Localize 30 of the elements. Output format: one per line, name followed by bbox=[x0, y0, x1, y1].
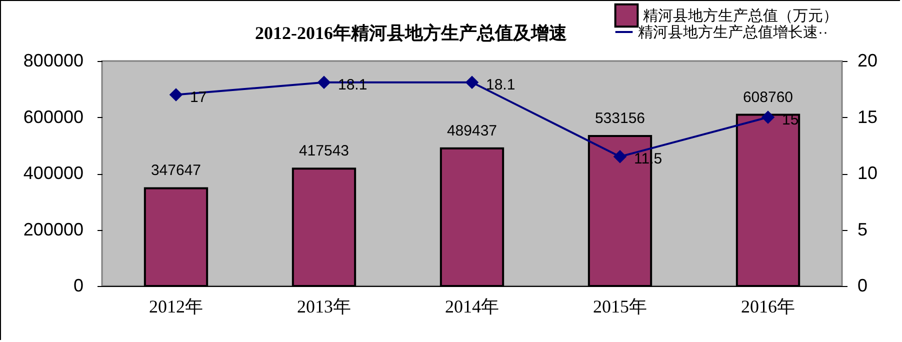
point bbox=[170, 88, 182, 101]
chart-title: 2012-2016年精河县地方生产总值及增速 bbox=[255, 23, 567, 43]
x-tick-label: 2013年 bbox=[297, 296, 351, 316]
data-label: 347647 bbox=[150, 162, 202, 180]
y2-tick-label: 15 bbox=[858, 106, 878, 127]
y2-tick-label: 5 bbox=[858, 219, 868, 240]
point bbox=[466, 76, 478, 89]
x-tick-label: 2016年 bbox=[741, 296, 795, 316]
point bbox=[318, 76, 330, 89]
data-label: 608760 bbox=[742, 88, 794, 106]
point bbox=[762, 111, 774, 124]
y2-tick-label: 10 bbox=[858, 163, 878, 183]
data-label: 489437 bbox=[446, 122, 498, 140]
data-label: 533156 bbox=[594, 110, 646, 128]
x-tick-label: 2015年 bbox=[593, 296, 647, 316]
legend-label: 精河县地方生产总值增长速·· bbox=[638, 24, 828, 41]
x-tick-label: 2012年 bbox=[149, 296, 203, 316]
legend-label: 精河县地方生产总值（万元） bbox=[643, 8, 838, 24]
data-label: 417543 bbox=[298, 142, 350, 160]
y2-tick-label: 20 bbox=[858, 50, 878, 70]
data-label: 17 bbox=[190, 88, 207, 106]
y-tick-label: 0 bbox=[73, 276, 84, 296]
y2-tick-label: 0 bbox=[858, 276, 868, 296]
data-label: 18.1 bbox=[486, 76, 516, 94]
y-tick-label: 400000 bbox=[23, 163, 84, 183]
y-tick-label: 600000 bbox=[23, 106, 84, 127]
x-tick-label: 2014年 bbox=[445, 296, 499, 316]
point bbox=[614, 150, 626, 163]
y-tick-label: 200000 bbox=[23, 219, 84, 240]
y-tick-label: 800000 bbox=[23, 50, 84, 70]
